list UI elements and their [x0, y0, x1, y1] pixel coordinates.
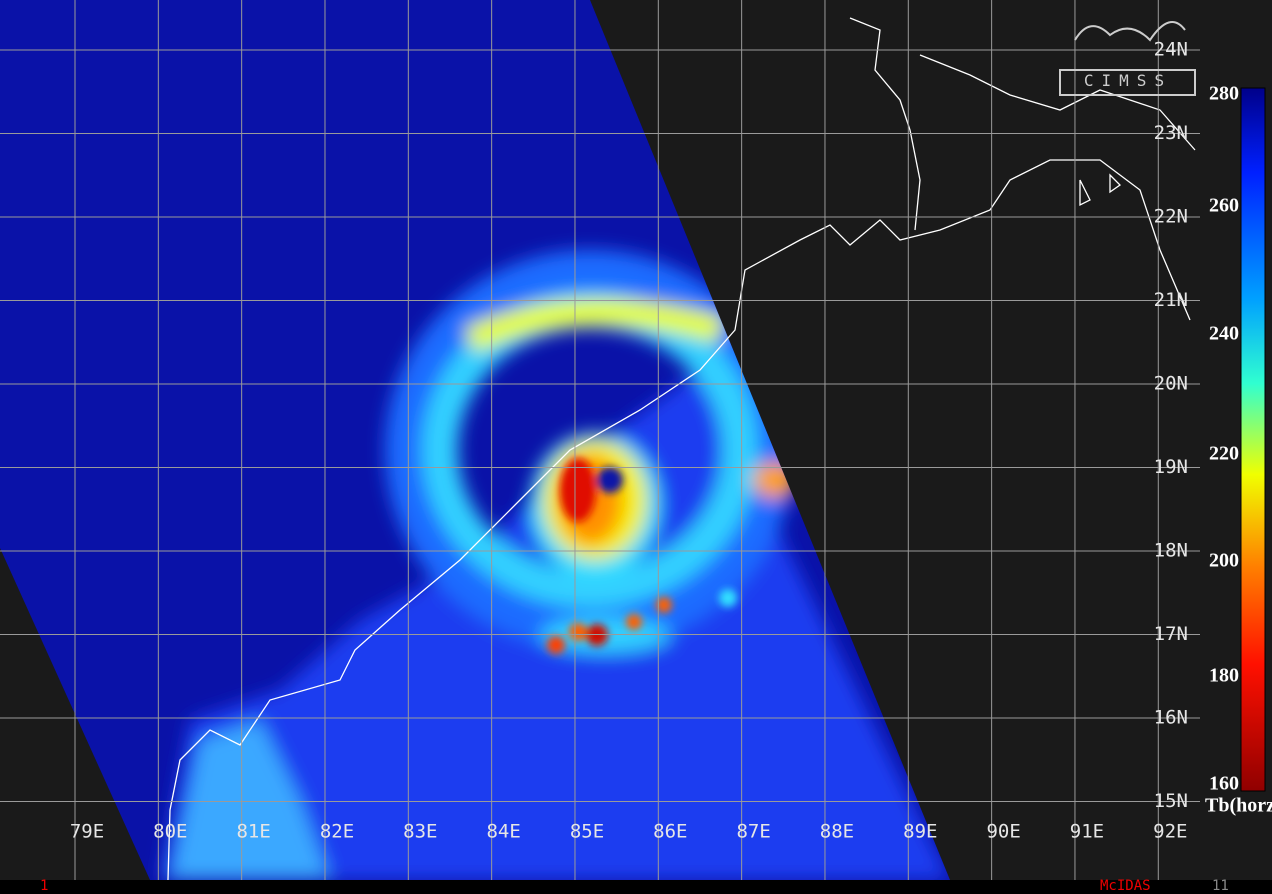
colorbar-title: Tb(horz) [1205, 795, 1272, 817]
colorbar-label: 280 [1209, 83, 1239, 105]
colorbar-label: 220 [1209, 443, 1239, 465]
lat-label: 24N [1154, 39, 1188, 61]
coastline [167, 17, 1196, 881]
lon-label: 81E [236, 821, 270, 843]
lat-label: 22N [1154, 206, 1188, 228]
colorbar-label: 200 [1209, 550, 1239, 572]
lat-label: 17N [1154, 623, 1188, 645]
lon-label: 90E [986, 821, 1020, 843]
logo-text: CIMSS [1084, 71, 1172, 90]
lon-label: 92E [1153, 821, 1187, 843]
lon-label: 86E [653, 821, 687, 843]
lon-label: 82E [320, 821, 354, 843]
lat-label: 16N [1154, 707, 1188, 729]
lon-label: 80E [153, 821, 187, 843]
colorbar-label: 180 [1209, 665, 1239, 687]
lon-label: 85E [570, 821, 604, 843]
lat-label: 15N [1154, 790, 1188, 812]
lon-label: 91E [1070, 821, 1104, 843]
lat-label: 21N [1154, 289, 1188, 311]
footer-center: McIDAS [1100, 878, 1151, 894]
colorbar [1240, 87, 1266, 792]
lon-label: 88E [820, 821, 854, 843]
lat-label: 19N [1154, 456, 1188, 478]
logo: CIMSS [1059, 21, 1196, 96]
colorbar-label: 240 [1209, 323, 1239, 345]
lon-label: 89E [903, 821, 937, 843]
lon-label: 79E [70, 821, 104, 843]
footer-left: 1 [40, 878, 48, 894]
lon-label: 83E [403, 821, 437, 843]
colorbar-label: 160 [1209, 773, 1239, 795]
lon-label: 84E [486, 821, 520, 843]
footer-bar [0, 880, 1272, 894]
lat-label: 23N [1154, 122, 1188, 144]
colorbar-label: 260 [1209, 195, 1239, 217]
lon-label: 87E [736, 821, 770, 843]
footer-right: 11 [1212, 878, 1229, 894]
graticule [0, 0, 1200, 880]
lat-label: 18N [1154, 540, 1188, 562]
lat-label: 20N [1154, 373, 1188, 395]
